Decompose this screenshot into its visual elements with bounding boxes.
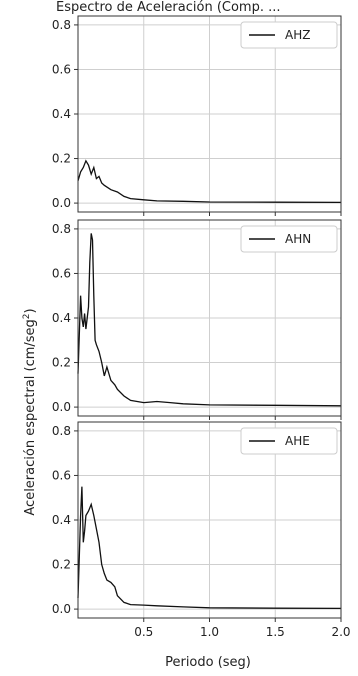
x-tick-label: 1.0 [200, 625, 219, 639]
chart-title: Espectro de Aceleración (Comp. ... [56, 0, 281, 15]
x-tick-label: 0.5 [134, 625, 153, 639]
y-tick-label: 0.0 [52, 602, 71, 616]
y-tick-label: 0.4 [52, 311, 71, 325]
y-tick-label: 0.2 [52, 152, 71, 166]
y-tick-label: 0.8 [52, 18, 71, 32]
y-tick-label: 0.2 [52, 558, 71, 572]
x-tick-label: 2.0 [331, 625, 350, 639]
panels-group: 0.00.20.40.60.8AHZ0.00.20.40.60.8AHN0.00… [52, 15, 351, 639]
x-tick-label: 1.5 [266, 625, 285, 639]
legend-label: AHZ [285, 28, 310, 42]
legend-label: AHE [285, 434, 310, 448]
y-tick-label: 0.8 [52, 222, 71, 236]
y-tick-label: 0.0 [52, 196, 71, 210]
y-tick-label: 0.6 [52, 468, 71, 482]
y-tick-label: 0.4 [52, 107, 71, 121]
legend-label: AHN [285, 232, 311, 246]
y-axis-label: Aceleración espectral (cm/seg2) [22, 308, 38, 515]
panel-ahn: 0.0 0.2 0.4 0.6 0.8 AHN [52, 219, 342, 420]
legend-box [240, 427, 338, 455]
y-tick-label: 0.8 [52, 424, 71, 438]
series-line-ahn [77, 233, 342, 407]
series-line-ahe [77, 486, 342, 610]
y-tick-label: 0.2 [52, 356, 71, 370]
y-tick-label: 0.6 [52, 266, 71, 280]
x-axis-label: Periodo (seg) [165, 655, 251, 670]
panel-ahz: 0.0 0.2 0.4 0.6 0.8 AHZ [52, 15, 342, 216]
panel-ahe: 0.0 0.2 0.4 0.6 0.8 0.5 1.0 1.5 2.0 AHE [52, 421, 351, 639]
legend-box [240, 225, 338, 253]
y-tick-label: 0.4 [52, 513, 71, 527]
y-tick-label: 0.0 [52, 400, 71, 414]
legend-box [240, 21, 338, 49]
series-line-ahz [77, 159, 342, 204]
y-tick-label: 0.6 [52, 62, 71, 76]
